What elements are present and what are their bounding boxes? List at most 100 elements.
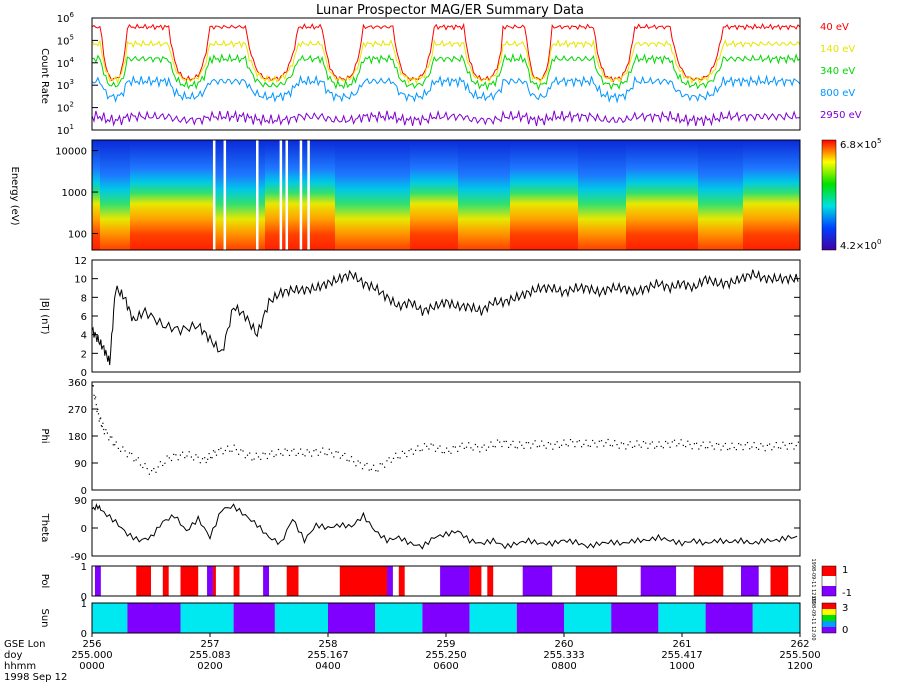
phi-point — [534, 440, 536, 442]
phi-point — [397, 457, 399, 459]
phi-point — [760, 443, 762, 445]
phi-point — [720, 449, 722, 451]
phi-point — [361, 468, 364, 470]
phi-point — [696, 442, 698, 444]
x-row-label-hhmm: hhmm — [4, 661, 36, 672]
phi-point — [384, 466, 386, 468]
phi-point — [481, 446, 483, 448]
bmag-ylabel: |B| (nT) — [39, 297, 50, 334]
x-tick-doy: 255.500 — [779, 650, 820, 661]
phi-point — [297, 452, 299, 454]
count-rate-legend: 40 eV 140 eV 340 eV 800 eV 2950 eV — [820, 22, 862, 121]
spectrogram-gap — [223, 140, 227, 250]
phi-tick-label: 360 — [68, 378, 87, 389]
spectrogram-wake-5 — [578, 140, 626, 250]
phi-point — [392, 457, 395, 459]
bmag-y-ticks: 0 2 4 6 8 10 12 — [74, 256, 800, 379]
phi-point — [671, 441, 673, 443]
sun-segment — [752, 603, 800, 633]
phi-point — [428, 448, 430, 450]
phi-point — [503, 440, 505, 443]
phi-point — [144, 463, 146, 465]
phi-point — [545, 447, 547, 449]
phi-point — [676, 445, 678, 447]
x-row-label-gse-lon: GSE Lon — [4, 639, 45, 650]
phi-point — [689, 443, 691, 446]
spectrogram-gap — [256, 140, 259, 250]
phi-point — [284, 448, 286, 450]
phi-point — [293, 448, 295, 450]
count-rate-frame — [91, 17, 801, 131]
phi-point — [370, 468, 372, 470]
x-tick-doy: 255.250 — [425, 650, 466, 661]
count-rate-series-3 — [91, 74, 801, 104]
phi-point — [769, 443, 771, 445]
spectrogram-background — [92, 140, 800, 250]
phi-point — [269, 453, 271, 455]
phi-point — [211, 457, 213, 459]
phi-point — [711, 445, 713, 447]
spectrogram-data-gaps — [212, 140, 310, 250]
phi-point — [634, 445, 636, 447]
phi-point — [231, 450, 233, 452]
phi-point — [496, 439, 499, 441]
phi-point — [109, 436, 111, 438]
phi-point — [342, 454, 344, 457]
sun-segment — [127, 603, 181, 633]
spectrogram-colorbar-max: 6.8×105 — [840, 137, 882, 151]
x-tick-doy: 255.333 — [543, 650, 584, 661]
phi-point — [713, 448, 715, 450]
panel-sun: 01 Sun 1998-09-11 12:00 3 0 — [39, 595, 848, 640]
phi-point — [603, 445, 605, 447]
pol-segment — [522, 566, 553, 596]
phi-point — [124, 450, 126, 452]
phi-point — [733, 446, 735, 449]
phi-point — [574, 446, 576, 448]
phi-point — [101, 425, 103, 428]
phi-point — [162, 464, 164, 467]
phi-point — [700, 445, 702, 447]
phi-point — [521, 444, 523, 446]
pol-ylabel: Pol — [39, 574, 50, 589]
phi-point — [333, 456, 335, 458]
phi-point — [738, 443, 740, 445]
phi-point — [707, 447, 709, 449]
phi-point — [758, 448, 760, 450]
chart-title: Lunar Prospector MAG/ER Summary Data — [316, 3, 584, 18]
phi-point — [350, 456, 353, 458]
phi-point — [616, 444, 618, 446]
phi-point — [780, 447, 782, 449]
phi-point — [709, 441, 711, 443]
theta-y-ticks: -90 0 90 — [71, 496, 800, 563]
pol-colorbar-purple — [822, 586, 836, 596]
phi-point — [128, 452, 131, 454]
pol-segment — [180, 566, 199, 596]
pol-segment — [233, 566, 240, 596]
x-tick-doy: 255.083 — [189, 650, 230, 661]
phi-point — [656, 445, 658, 448]
pol-segment — [487, 566, 494, 596]
phi-point — [215, 454, 218, 456]
panel-count-rate: 101 102 103 104 105 106 Count Rate 40 eV 140 e… — [39, 11, 862, 137]
x-tick-doy: 255.417 — [661, 650, 702, 661]
spectrogram-gap — [307, 140, 310, 250]
phi-point — [461, 442, 463, 444]
phi-point — [459, 445, 461, 447]
phi-point — [729, 448, 731, 450]
phi-point — [100, 425, 102, 427]
phi-point — [541, 440, 543, 442]
spectrogram-gap — [212, 140, 216, 250]
phi-point — [126, 456, 128, 458]
phi-point — [242, 450, 244, 452]
phi-point — [184, 457, 186, 459]
phi-tick-label: 90 — [74, 459, 87, 470]
phi-point — [673, 439, 676, 441]
phi-point — [275, 454, 277, 456]
phi-point — [691, 448, 693, 450]
phi-point — [731, 442, 733, 444]
phi-point — [766, 444, 768, 446]
phi-point — [581, 446, 583, 448]
phi-point — [266, 457, 268, 460]
phi-point — [105, 429, 107, 431]
